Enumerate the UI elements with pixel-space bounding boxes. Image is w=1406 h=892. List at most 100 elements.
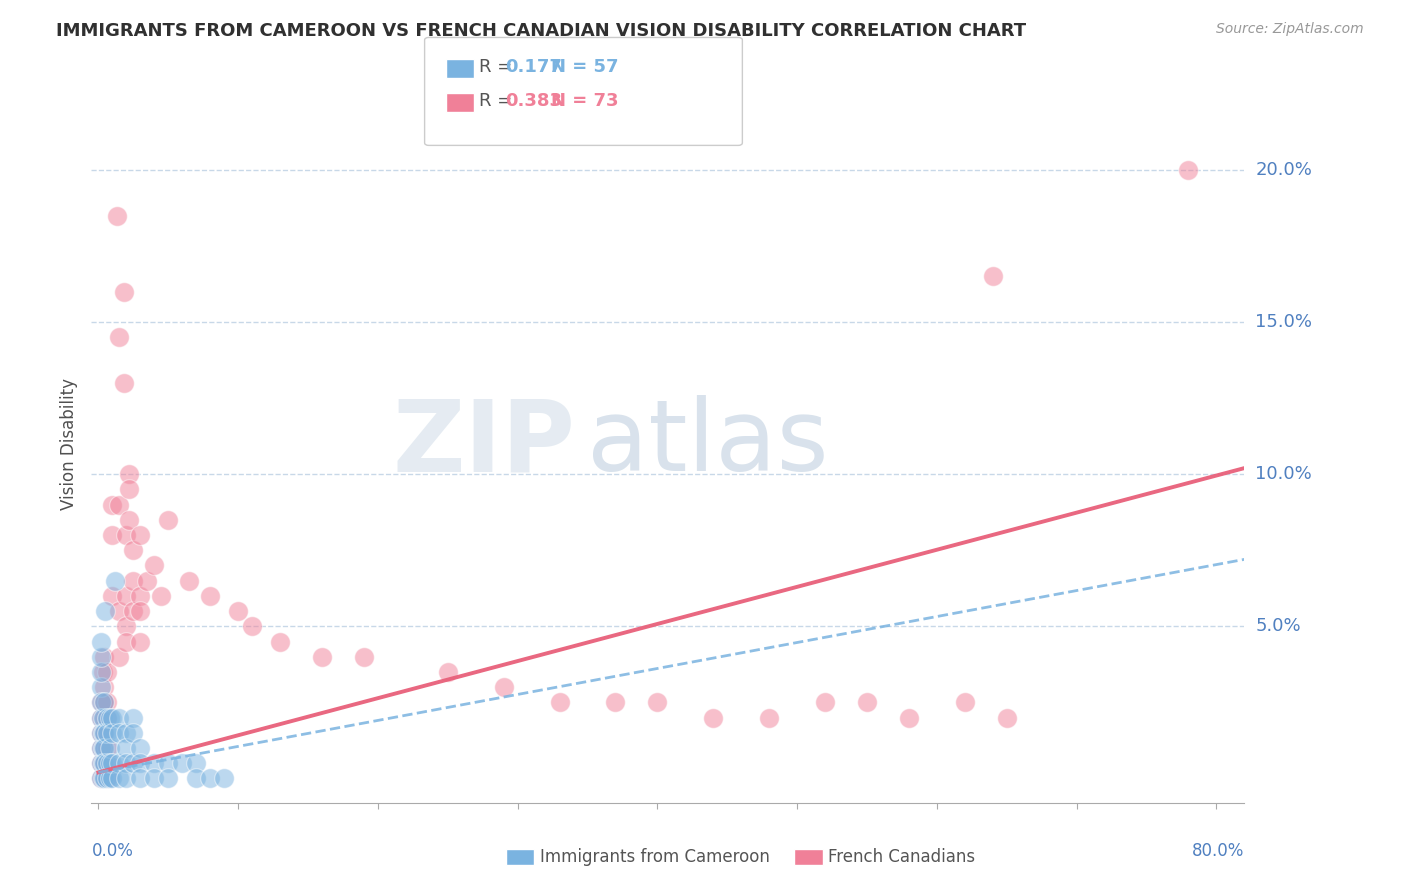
- Point: [436, 665, 458, 679]
- Point: [105, 209, 128, 223]
- Point: [96, 695, 118, 709]
- Point: [101, 710, 124, 724]
- Text: 0.0%: 0.0%: [91, 842, 134, 860]
- Point: [90, 772, 112, 786]
- Point: [129, 756, 152, 771]
- Point: [90, 756, 112, 771]
- Point: [90, 741, 112, 756]
- Point: [115, 741, 138, 756]
- Point: [91, 741, 114, 756]
- Point: [93, 680, 115, 694]
- Text: Source: ZipAtlas.com: Source: ZipAtlas.com: [1216, 22, 1364, 37]
- Point: [101, 756, 124, 771]
- Point: [96, 726, 118, 740]
- Point: [115, 619, 138, 633]
- Point: [90, 726, 112, 740]
- Point: [93, 726, 115, 740]
- Point: [115, 589, 138, 603]
- Point: [93, 756, 115, 771]
- Text: 80.0%: 80.0%: [1192, 842, 1244, 860]
- Point: [90, 665, 112, 679]
- Point: [108, 726, 131, 740]
- Point: [157, 513, 180, 527]
- Point: [98, 710, 121, 724]
- Point: [108, 498, 131, 512]
- Point: [108, 330, 131, 344]
- Text: 5.0%: 5.0%: [1256, 617, 1301, 635]
- Point: [492, 680, 515, 694]
- Point: [115, 528, 138, 542]
- Point: [186, 772, 208, 786]
- Point: [115, 634, 138, 648]
- Point: [157, 756, 180, 771]
- Point: [93, 726, 115, 740]
- Text: 15.0%: 15.0%: [1256, 313, 1312, 331]
- Point: [96, 756, 118, 771]
- Point: [90, 726, 112, 740]
- Point: [548, 695, 571, 709]
- Point: [91, 756, 114, 771]
- Point: [240, 619, 263, 633]
- Point: [98, 756, 121, 771]
- Point: [101, 528, 124, 542]
- Y-axis label: Vision Disability: Vision Disability: [59, 378, 77, 509]
- Point: [91, 665, 114, 679]
- Point: [90, 634, 112, 648]
- Point: [269, 634, 291, 648]
- Point: [93, 741, 115, 756]
- Point: [91, 695, 114, 709]
- Point: [90, 756, 112, 771]
- Point: [98, 772, 121, 786]
- Point: [115, 726, 138, 740]
- Point: [172, 756, 194, 771]
- Point: [647, 695, 669, 709]
- Point: [91, 726, 114, 740]
- Point: [814, 695, 837, 709]
- Point: [953, 695, 976, 709]
- Text: Immigrants from Cameroon: Immigrants from Cameroon: [540, 848, 769, 866]
- Point: [93, 772, 115, 786]
- Point: [995, 710, 1018, 724]
- Point: [118, 467, 141, 482]
- Point: [90, 741, 112, 756]
- Point: [96, 741, 118, 756]
- Point: [93, 695, 115, 709]
- Point: [91, 772, 114, 786]
- Point: [108, 772, 131, 786]
- Point: [122, 756, 145, 771]
- Point: [90, 772, 112, 786]
- Point: [96, 772, 118, 786]
- Point: [129, 528, 152, 542]
- Point: [91, 756, 114, 771]
- Point: [758, 710, 780, 724]
- Point: [96, 665, 118, 679]
- Point: [115, 756, 138, 771]
- Point: [96, 710, 118, 724]
- Text: 20.0%: 20.0%: [1256, 161, 1312, 179]
- Point: [93, 695, 115, 709]
- Point: [129, 634, 152, 648]
- Point: [90, 695, 112, 709]
- Point: [108, 649, 131, 664]
- Point: [93, 649, 115, 664]
- Point: [90, 649, 112, 664]
- Point: [91, 726, 114, 740]
- Point: [136, 574, 159, 588]
- Text: N = 57: N = 57: [551, 58, 619, 76]
- Point: [143, 558, 166, 573]
- Point: [90, 695, 112, 709]
- Point: [108, 710, 131, 724]
- Point: [143, 772, 166, 786]
- Point: [122, 726, 145, 740]
- Point: [96, 756, 118, 771]
- Point: [112, 285, 135, 299]
- Point: [101, 772, 124, 786]
- Point: [104, 574, 127, 588]
- Text: French Canadians: French Canadians: [828, 848, 976, 866]
- Point: [122, 574, 145, 588]
- Point: [897, 710, 920, 724]
- Point: [143, 756, 166, 771]
- Point: [96, 710, 118, 724]
- Point: [91, 710, 114, 724]
- Point: [93, 710, 115, 724]
